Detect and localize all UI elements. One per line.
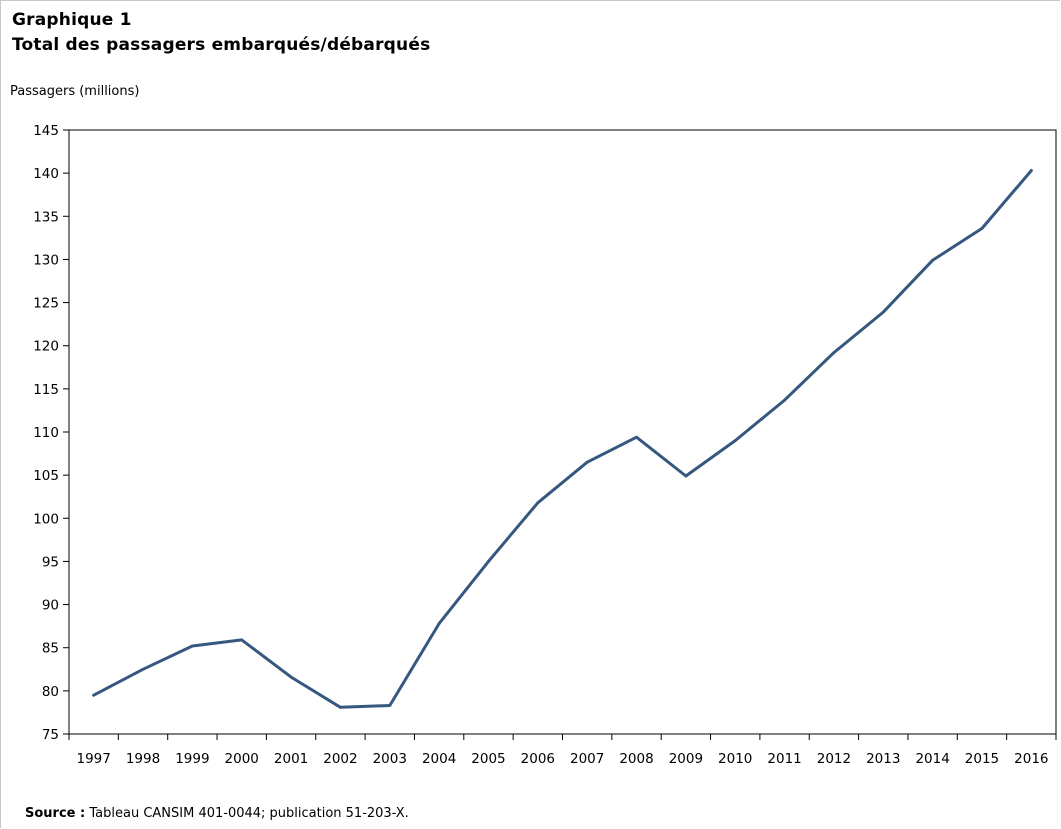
x-tick-label: 2014 bbox=[915, 751, 949, 767]
source-note: Source : Tableau CANSIM 401-0044; public… bbox=[25, 806, 409, 821]
x-tick-label: 2008 bbox=[619, 751, 653, 767]
y-tick-label: 135 bbox=[33, 209, 59, 225]
x-tick-label: 2007 bbox=[570, 751, 604, 767]
y-axis-label: Passagers (millions) bbox=[10, 84, 140, 99]
data-point-1997 bbox=[92, 693, 96, 697]
source-text: Tableau CANSIM 401-0044; publication 51-… bbox=[89, 806, 409, 821]
data-point-2000 bbox=[240, 638, 244, 642]
x-tick-label: 1999 bbox=[175, 751, 209, 767]
x-tick-label: 2011 bbox=[767, 751, 801, 767]
x-tick-label: 2006 bbox=[521, 751, 555, 767]
data-point-2002 bbox=[339, 705, 342, 709]
x-tick-label: 2002 bbox=[323, 751, 357, 767]
data-point-2010 bbox=[733, 439, 737, 443]
x-tick-label: 2015 bbox=[965, 751, 999, 767]
x-tick-label: 2013 bbox=[866, 751, 900, 767]
data-point-2001 bbox=[289, 675, 293, 679]
series-layer bbox=[92, 169, 1033, 709]
data-point-2013 bbox=[881, 310, 885, 314]
chart-title-line2: Total des passagers embarqués/débarqués bbox=[12, 35, 431, 55]
y-tick-label: 125 bbox=[33, 296, 59, 312]
y-tick-label: 80 bbox=[42, 684, 59, 700]
data-point-2004 bbox=[437, 622, 441, 625]
data-point-2003 bbox=[388, 704, 392, 707]
x-tick-label: 2000 bbox=[225, 751, 259, 767]
data-point-2011 bbox=[783, 398, 786, 402]
data-point-1999 bbox=[190, 644, 194, 648]
y-tick-label: 115 bbox=[33, 382, 59, 398]
y-tick-label: 120 bbox=[33, 339, 59, 355]
y-tick-label: 100 bbox=[33, 511, 59, 527]
data-point-2005 bbox=[487, 560, 490, 563]
data-point-2012 bbox=[832, 351, 836, 355]
x-tick-label: 2009 bbox=[669, 751, 703, 767]
y-tick-label: 90 bbox=[42, 598, 59, 614]
source-label: Source : bbox=[25, 806, 86, 821]
y-tick-label: 95 bbox=[42, 554, 59, 570]
data-point-2008 bbox=[635, 435, 638, 439]
x-axis: 1997 1998 1999 2000 2001 2002 2003 2004 2005 2006… bbox=[68, 734, 1057, 767]
x-tick-label: 2016 bbox=[1014, 751, 1048, 767]
chart-title-line1: Graphique 1 bbox=[12, 10, 132, 30]
series-line bbox=[92, 169, 1033, 709]
y-tick-label: 105 bbox=[33, 468, 59, 484]
y-tick-label: 85 bbox=[42, 641, 59, 657]
data-point-2007 bbox=[585, 460, 589, 464]
x-tick-label: 2010 bbox=[718, 751, 752, 767]
data-point-1998 bbox=[141, 667, 145, 671]
y-tick-label: 145 bbox=[33, 123, 59, 139]
y-tick-label: 110 bbox=[33, 425, 59, 441]
data-point-2016 bbox=[1029, 169, 1033, 172]
data-point-2009 bbox=[684, 474, 688, 478]
y-tick-label: 130 bbox=[33, 252, 59, 268]
y-tick-label: 75 bbox=[42, 727, 59, 743]
y-axis: 75 80 85 90 95 100 105 110 115 120 125 130 135 140 145 bbox=[33, 123, 69, 743]
y-tick-label: 140 bbox=[33, 166, 59, 182]
data-point-2015 bbox=[980, 226, 984, 230]
x-tick-label: 2012 bbox=[817, 751, 851, 767]
x-tick-label: 2001 bbox=[274, 751, 308, 767]
x-tick-label: 2004 bbox=[422, 751, 456, 767]
data-point-2006 bbox=[536, 501, 540, 505]
x-tick-label: 1998 bbox=[126, 751, 160, 767]
data-point-2014 bbox=[931, 258, 935, 262]
x-tick-label: 2005 bbox=[471, 751, 505, 767]
x-tick-label: 1997 bbox=[76, 751, 110, 767]
x-tick-label: 2003 bbox=[373, 751, 407, 767]
